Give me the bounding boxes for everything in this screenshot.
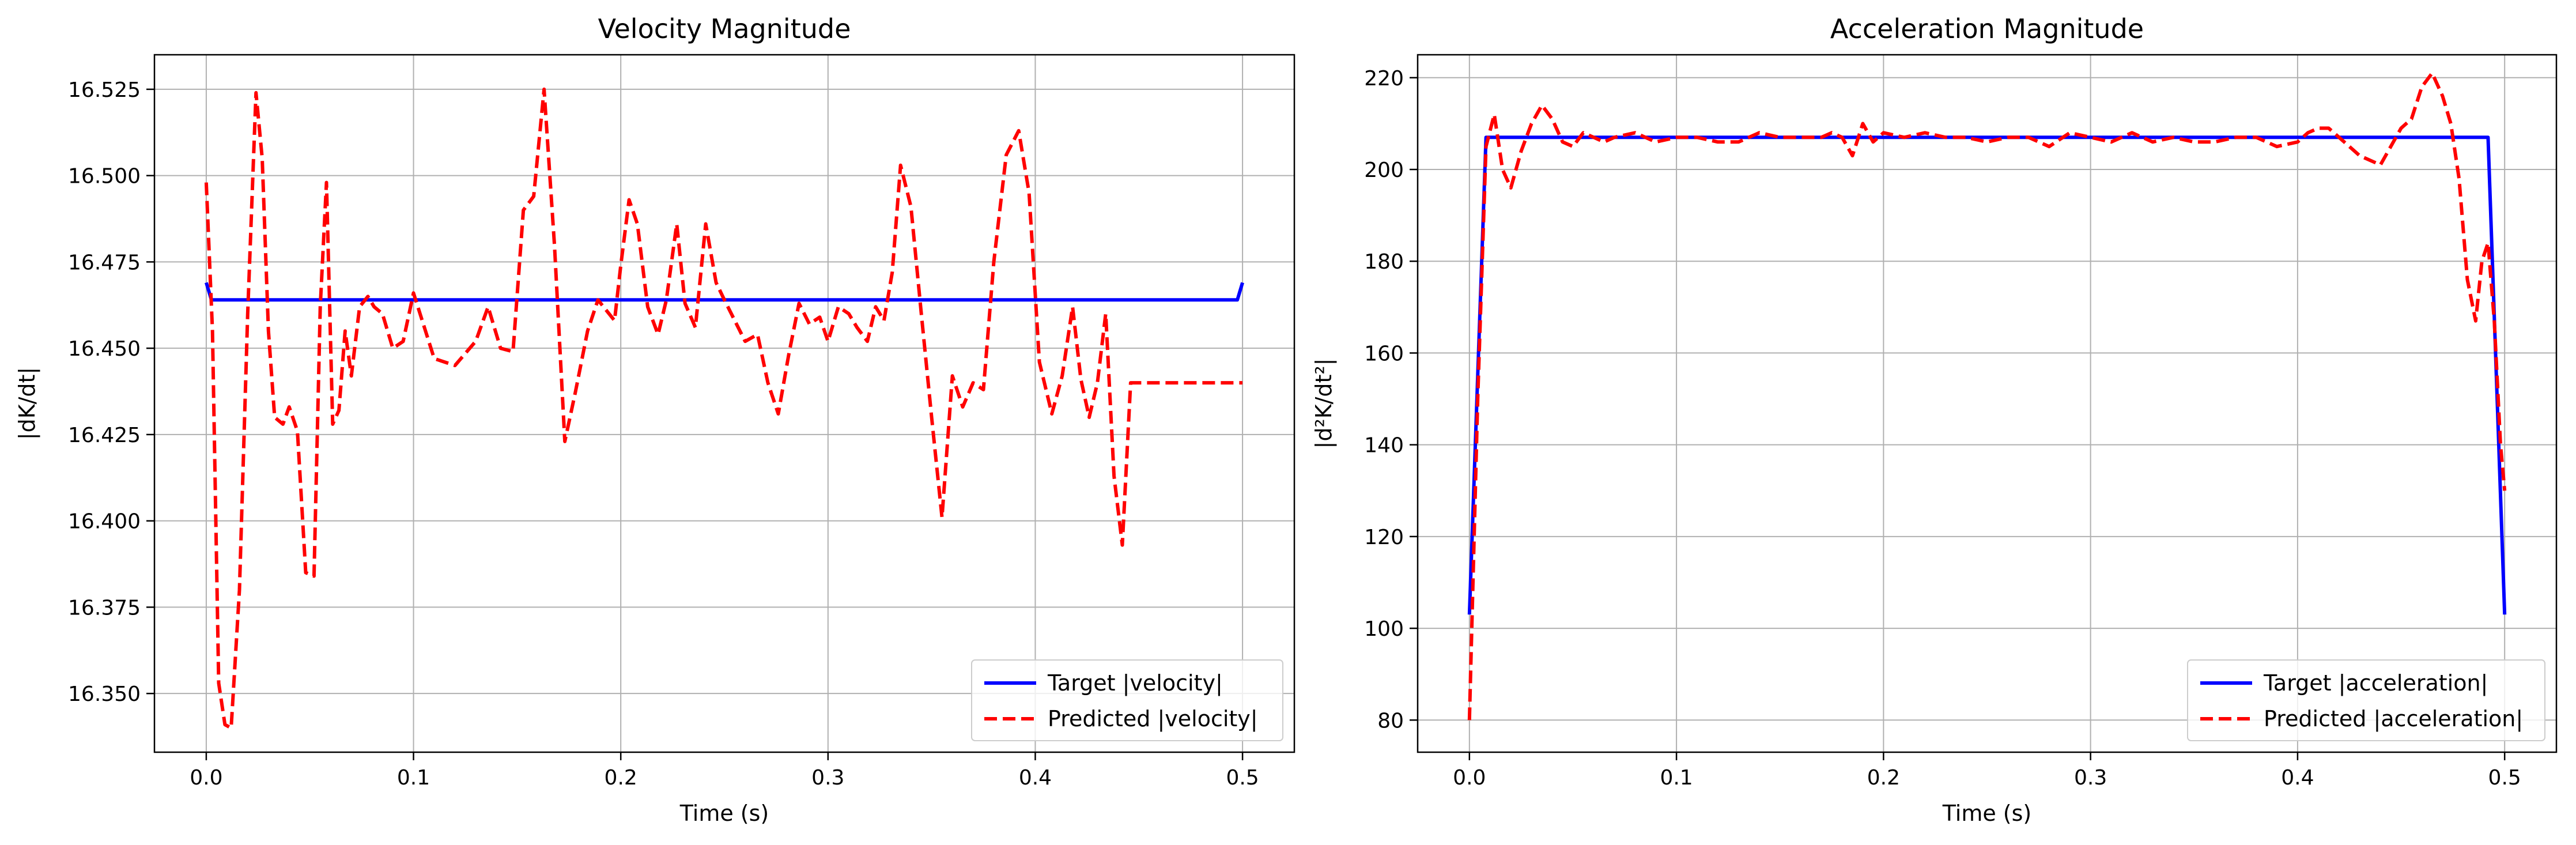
velocity-x-tick-label: 0.2	[605, 766, 637, 790]
acceleration-x-tick-label: 0.3	[2074, 766, 2107, 790]
velocity-y-tick-label: 16.450	[68, 337, 141, 361]
acceleration-chart-title: Acceleration Magnitude	[1830, 13, 2144, 44]
velocity-x-tick-label: 0.0	[190, 766, 222, 790]
velocity-x-tick-label: 0.4	[1019, 766, 1052, 790]
velocity-x-tick-label: 0.1	[397, 766, 430, 790]
velocity-plot-frame	[153, 54, 1295, 753]
velocity-y-tick-label: 16.500	[68, 165, 141, 188]
velocity-ticks: 0.0 0.1 0.2 0.3 0.4 0.5 16.350 16.375 16.400 16.4…	[68, 78, 1259, 790]
velocity-y-tick-label: 16.425	[68, 424, 141, 447]
acceleration-x-tick-label: 0.1	[1660, 766, 1693, 790]
acceleration-y-tick-label: 140	[1364, 434, 1404, 458]
acceleration-ticks: 0.0 0.1 0.2 0.3 0.4 0.5 80 100 120 140 160 180 200 22…	[1364, 67, 2521, 790]
velocity-y-tick-label: 16.350	[68, 682, 141, 706]
velocity-legend-predicted-label: Predicted |velocity|	[1048, 706, 1258, 732]
velocity-predicted-series-line	[204, 87, 1243, 730]
acceleration-predicted-series-line	[1467, 71, 2507, 720]
velocity-chart-title: Velocity Magnitude	[598, 13, 851, 44]
velocity-y-tick-label: 16.400	[68, 510, 141, 534]
acceleration-y-tick-label: 180	[1364, 250, 1404, 274]
velocity-x-tick-label: 0.5	[1226, 766, 1259, 790]
acceleration-legend-target-label: Target |acceleration|	[2263, 670, 2488, 696]
acceleration-y-tick-label: 200	[1364, 159, 1404, 182]
acceleration-x-tick-label: 0.0	[1453, 766, 1486, 790]
velocity-legend-target-label: Target |velocity|	[1047, 670, 1223, 696]
velocity-y-tick-label: 16.525	[68, 78, 141, 102]
velocity-y-tick-label: 16.475	[68, 251, 141, 274]
velocity-x-axis-label: Time (s)	[679, 801, 769, 826]
acceleration-x-tick-label: 0.2	[1867, 766, 1900, 790]
acceleration-target-series-line	[1467, 135, 2507, 615]
acceleration-y-tick-label: 80	[1377, 709, 1404, 733]
acceleration-y-tick-label: 160	[1364, 342, 1404, 365]
acceleration-y-tick-label: 120	[1364, 526, 1404, 549]
acceleration-y-tick-label: 100	[1364, 617, 1404, 641]
acceleration-y-tick-label: 220	[1364, 67, 1404, 90]
velocity-series	[204, 87, 1244, 730]
acceleration-x-tick-label: 0.4	[2281, 766, 2314, 790]
velocity-chart: 0.0 0.1 0.2 0.3 0.4 0.5 16.350 16.375 16.400 16.4…	[14, 13, 1295, 826]
acceleration-plot-frame	[1417, 54, 2558, 753]
acceleration-legend-box	[2187, 659, 2545, 741]
acceleration-legend-predicted-label: Predicted |acceleration|	[2264, 706, 2523, 732]
acceleration-y-axis-label: |d²K/dt²|	[1311, 359, 1337, 449]
acceleration-x-axis-label: Time (s)	[1942, 801, 2032, 826]
velocity-y-axis-label: |dK/dt|	[14, 367, 40, 440]
velocity-grid	[154, 55, 1294, 752]
velocity-legend-box	[971, 659, 1283, 741]
velocity-legend: Target |velocity| Predicted |velocity|	[971, 659, 1283, 741]
acceleration-legend: Target |acceleration| Predicted |acceler…	[2187, 659, 2545, 741]
velocity-y-tick-label: 16.375	[68, 596, 141, 620]
acceleration-chart: 0.0 0.1 0.2 0.3 0.4 0.5 80 100 120 140 160 180 200 22…	[1311, 13, 2558, 826]
velocity-x-tick-label: 0.3	[811, 766, 844, 790]
acceleration-series	[1467, 71, 2507, 720]
acceleration-x-tick-label: 0.5	[2488, 766, 2521, 790]
